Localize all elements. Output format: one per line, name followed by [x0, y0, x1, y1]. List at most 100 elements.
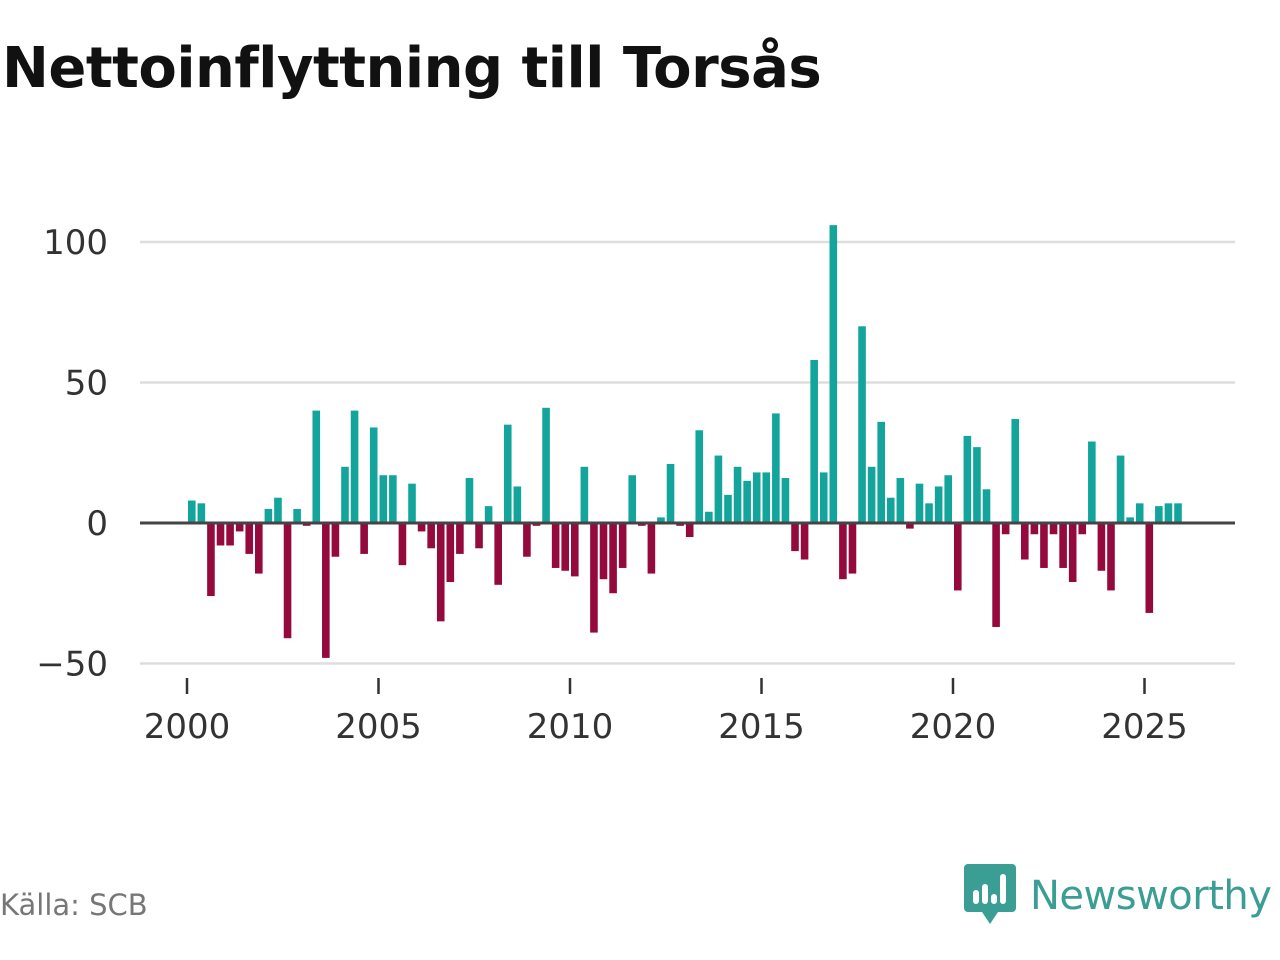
bar [695, 430, 704, 523]
bar [1068, 523, 1077, 583]
bar [953, 523, 962, 591]
bar [197, 503, 206, 523]
bar [187, 500, 196, 523]
bar [1040, 523, 1048, 568]
bar [226, 523, 234, 546]
bar [494, 523, 502, 585]
bar [858, 326, 866, 523]
bar [714, 455, 723, 523]
bar [427, 523, 435, 549]
bar [915, 483, 924, 523]
y-tick-label: −50 [36, 645, 108, 685]
bar [255, 523, 263, 574]
bar [839, 523, 847, 580]
bar [1116, 455, 1125, 523]
bar [1126, 517, 1134, 523]
source-note: Källa: SCB [0, 888, 148, 922]
bar [1011, 419, 1020, 523]
newsworthy-icon [964, 864, 1016, 924]
bar [456, 523, 464, 554]
bar [1078, 523, 1087, 535]
bar [925, 503, 933, 523]
x-tick-label: 2005 [335, 707, 422, 747]
bar [341, 466, 349, 523]
y-tick-label: 100 [43, 223, 108, 263]
bar [590, 523, 598, 633]
bar [1021, 523, 1029, 560]
bar [1107, 523, 1115, 591]
bar [752, 472, 761, 523]
bar [331, 523, 340, 557]
y-tick-label: 50 [65, 364, 108, 404]
bar [561, 523, 570, 571]
bar [293, 508, 301, 523]
bar [216, 523, 225, 546]
bar [408, 483, 416, 523]
bar [503, 424, 512, 523]
bar [867, 466, 876, 523]
bar [580, 466, 589, 523]
bar [465, 478, 474, 523]
bar [1088, 441, 1096, 523]
bar [781, 478, 790, 523]
bar [1001, 523, 1010, 535]
bar [350, 410, 359, 523]
bar [1155, 506, 1163, 523]
bar [436, 523, 445, 622]
bar [906, 523, 914, 529]
x-tick-label: 2025 [1101, 707, 1188, 747]
y-axis: −50 0 50 100 [36, 223, 108, 685]
newsworthy-wordmark: Newsworthy [1030, 873, 1272, 919]
bar [513, 486, 522, 523]
bar [657, 517, 665, 523]
bar [322, 523, 330, 658]
bar [398, 523, 407, 566]
bar [705, 511, 713, 523]
bar [1174, 503, 1182, 523]
bar [647, 523, 656, 574]
bar [896, 478, 905, 523]
bar [245, 523, 254, 554]
x-tick-label: 2010 [527, 707, 614, 747]
bar [599, 523, 608, 580]
bar [1164, 503, 1173, 523]
bar [810, 360, 818, 523]
x-tick-label: 2000 [144, 707, 231, 747]
bar [1059, 523, 1067, 568]
x-tick-label: 2020 [910, 707, 997, 747]
bar [379, 475, 388, 523]
bar [570, 523, 579, 577]
bar [800, 523, 809, 560]
bar [283, 523, 292, 639]
bar [389, 475, 397, 523]
bar [963, 435, 972, 523]
bar [791, 523, 799, 552]
bar [274, 497, 282, 523]
bar [1049, 523, 1058, 535]
bar [1145, 523, 1154, 613]
bar [982, 489, 991, 523]
newsworthy-logo: Newsworthy [964, 864, 1272, 928]
bar [772, 413, 780, 523]
bar [886, 497, 895, 523]
bars [187, 225, 1182, 658]
bar [733, 466, 742, 523]
bar [944, 475, 953, 523]
x-tick-label: 2015 [718, 707, 805, 747]
bar [666, 463, 675, 523]
bar [829, 225, 838, 523]
bar [848, 523, 857, 574]
bar [743, 480, 751, 523]
bar [207, 523, 215, 597]
bar [235, 523, 244, 532]
bar [446, 523, 455, 583]
bar [1030, 523, 1039, 535]
chart-title: Nettoinflyttning till Torsås [2, 36, 822, 101]
gridlines [140, 240, 1235, 665]
bar [628, 475, 637, 523]
bar [819, 472, 828, 523]
bar [264, 508, 273, 523]
bar [523, 523, 531, 557]
bar [685, 523, 694, 538]
